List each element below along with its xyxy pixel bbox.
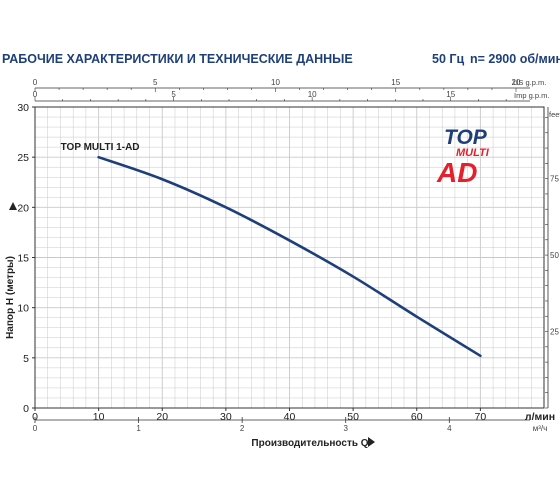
logo-ad-text: AD <box>436 157 477 188</box>
x-tick-label: 70 <box>475 411 487 423</box>
y-tick-label: 0 <box>23 403 29 415</box>
us-gpm-tick-label: 20 <box>512 78 521 87</box>
x-unit-label: л/мин <box>525 411 555 423</box>
feet-unit-label: feet <box>549 110 560 119</box>
m3h-tick-label: 4 <box>447 424 452 433</box>
y-tick-label: 25 <box>17 152 29 164</box>
x-axis-arrow-icon <box>368 437 375 447</box>
us-gpm-unit-label: US g.p.m. <box>513 78 546 87</box>
speed-label: n= 2900 об/мин <box>470 52 560 66</box>
y-tick-label: 30 <box>17 102 29 114</box>
imp-gpm-tick-label: 15 <box>446 90 455 99</box>
logo-multi-text: MULTI <box>456 147 490 159</box>
x-tick-label: 30 <box>220 411 232 423</box>
x-tick-label: 50 <box>347 411 359 423</box>
feet-tick-label: 25 <box>550 328 559 337</box>
logo-top-text: TOP <box>444 126 488 149</box>
chart-title: РАБОЧИЕ ХАРАКТЕРИСТИКИ И ТЕХНИЧЕСКИЕ ДАН… <box>2 52 353 66</box>
y-axis-arrow-icon <box>9 202 17 210</box>
x-axis-label: Производительность Q <box>251 438 368 449</box>
imp-gpm-tick-label: 0 <box>33 90 38 99</box>
imp-gpm-unit-label: Imp g.p.m. <box>514 91 549 100</box>
x-tick-label: 20 <box>156 411 168 423</box>
y-axis-label: Напор H (метры) <box>5 256 16 339</box>
series-label: TOP MULTI 1-AD <box>61 142 140 153</box>
frequency-label: 50 Гц <box>432 52 465 66</box>
m3h-tick-label: 3 <box>344 424 349 433</box>
imp-gpm-tick-label: 10 <box>308 90 317 99</box>
x-tick-label: 10 <box>93 411 105 423</box>
m3h-tick-label: 2 <box>240 424 245 433</box>
feet-tick-label: 50 <box>550 251 559 260</box>
x-tick-label: 60 <box>411 411 423 423</box>
imp-gpm-tick-label: 5 <box>171 90 176 99</box>
m3h-tick-label: 1 <box>136 424 141 433</box>
feet-tick-label: 75 <box>550 175 559 184</box>
y-tick-label: 15 <box>17 253 29 265</box>
us-gpm-tick-label: 0 <box>33 78 38 87</box>
series-line-top-multi-1-ad <box>97 155 482 358</box>
y-tick-label: 20 <box>17 202 29 214</box>
x-tick-label: 40 <box>284 411 296 423</box>
y-tick-label: 10 <box>17 303 29 315</box>
us-gpm-tick-label: 5 <box>153 78 158 87</box>
m3h-tick-label: 0 <box>33 424 38 433</box>
us-gpm-tick-label: 10 <box>271 78 280 87</box>
top-multi-ad-logo: TOP MULTI AD <box>436 126 490 188</box>
y-tick-label: 5 <box>23 353 29 365</box>
us-gpm-tick-label: 15 <box>391 78 400 87</box>
curve-group: TOP MULTI 1-AD <box>61 142 482 358</box>
m3h-unit-label: м³/ч <box>533 424 548 433</box>
